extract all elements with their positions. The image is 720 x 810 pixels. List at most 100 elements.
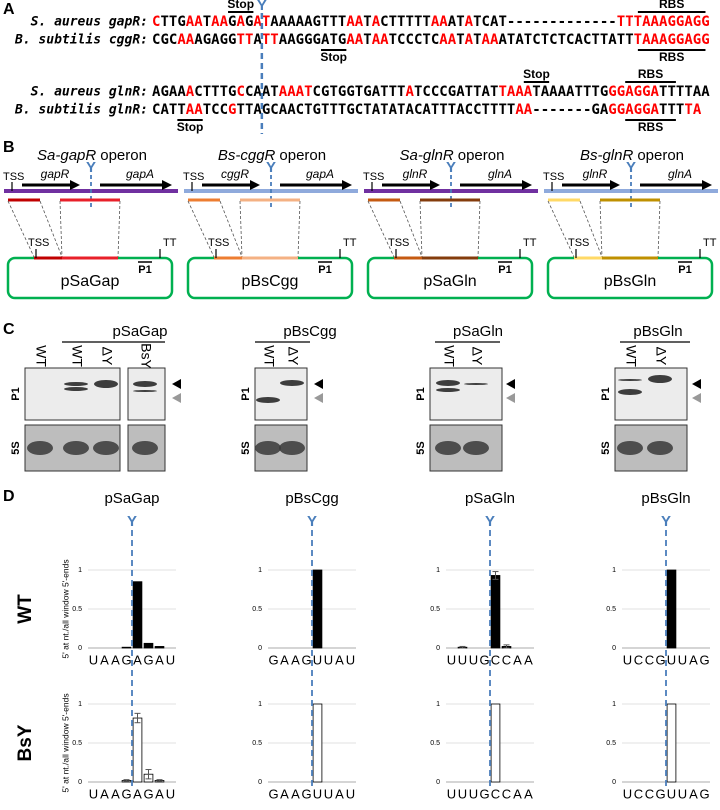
x-tick-label: G xyxy=(655,786,665,801)
sequence-segment: T xyxy=(473,32,481,48)
panel-label: D xyxy=(3,488,15,505)
probe-label: 5S xyxy=(240,441,252,454)
annotation: Stop xyxy=(523,67,550,81)
sequence-segment: AT xyxy=(448,14,465,30)
gene-label: glnR xyxy=(403,167,428,181)
blot-p1 xyxy=(254,367,308,421)
tss-label: TSS xyxy=(3,171,24,183)
sequence-name: S. aureus gapR: xyxy=(31,15,148,30)
panel-label: C xyxy=(3,321,15,338)
cleavage-marker: Y xyxy=(86,159,96,176)
probe-label: P1 xyxy=(498,264,511,276)
probe-label: P1 xyxy=(138,264,151,276)
panel-label: A xyxy=(3,1,15,18)
sequence-segment: A xyxy=(186,84,195,100)
operon-title-italic: Sa-glnR xyxy=(400,147,454,164)
bar xyxy=(154,646,165,649)
operon-title-italic: Bs-glnR xyxy=(580,147,634,164)
cleavage-marker: Y xyxy=(127,513,137,530)
blot-p1 xyxy=(429,367,503,421)
sequence-name: B. subtilis cggR: xyxy=(14,33,148,48)
probe-label: 5S xyxy=(415,441,427,454)
x-tick-label: U xyxy=(667,652,676,667)
blot-p1 xyxy=(127,367,166,421)
lane-label: ΔY xyxy=(469,347,485,366)
projection xyxy=(547,200,575,258)
gene-label: cggR xyxy=(221,167,249,181)
sequence-name: B. subtilis glnR: xyxy=(14,103,148,118)
sequence-segment: TCAT xyxy=(473,14,507,30)
sequence-segment: A xyxy=(237,14,246,30)
operon-title-italic: Bs-cggR xyxy=(218,147,276,164)
lane-label: ΔY xyxy=(99,347,115,366)
annotation: RBS xyxy=(638,120,663,134)
bar xyxy=(143,642,154,649)
x-tick-label: G xyxy=(143,652,153,667)
x-tick-label: C xyxy=(491,652,500,667)
x-tick-label: G xyxy=(479,652,489,667)
lane-label: ΔY xyxy=(285,347,301,366)
x-tick-label: U xyxy=(324,786,333,801)
sequence-segment: TTTTAA xyxy=(659,84,710,100)
band-5s xyxy=(435,441,461,455)
x-tick-label: A xyxy=(280,652,289,667)
projection xyxy=(117,200,121,258)
bar xyxy=(121,646,132,649)
operon-title-rest: operon xyxy=(100,147,147,164)
chart-title: pBsGln xyxy=(641,490,690,507)
sequence-segment: CTTTG xyxy=(194,84,236,100)
x-tick-label: C xyxy=(502,652,511,667)
x-tick-label: U xyxy=(678,652,687,667)
sequence-segment: CGTGGTGATTT xyxy=(313,84,406,100)
probe-label: P1 xyxy=(415,387,427,400)
band-p1 xyxy=(94,380,118,388)
x-tick-label: G xyxy=(268,652,278,667)
annotation: RBS xyxy=(659,0,684,11)
y-tick-label: 1 xyxy=(258,567,262,574)
probe-label: 5S xyxy=(600,441,612,454)
operon-title: Bs-glnR operon xyxy=(580,147,684,164)
gene-label: gapA xyxy=(126,167,154,181)
projection xyxy=(187,200,215,258)
sequence-segment: AA xyxy=(211,14,228,30)
x-tick-label: C xyxy=(645,786,654,801)
band-5s xyxy=(279,441,305,455)
gene-label: gapR xyxy=(41,167,70,181)
probe-label: 5S xyxy=(10,441,22,454)
sequence-segment: TAAAGGAGG xyxy=(634,32,710,48)
x-tick-label: A xyxy=(513,786,522,801)
x-tick-label: A xyxy=(291,652,300,667)
sequence-segment: G xyxy=(228,14,236,30)
row-label: BsY xyxy=(15,724,36,761)
y-tick-label: 0.5 xyxy=(72,740,82,747)
projection xyxy=(239,200,243,258)
sequence-segment: ------------- xyxy=(507,14,617,30)
x-tick-label: A xyxy=(100,786,109,801)
tt-label: TT xyxy=(523,237,537,249)
x-tick-label: G xyxy=(301,652,311,667)
sequence-segment: CGC xyxy=(152,32,177,48)
sequence-segment: T xyxy=(363,14,371,30)
sequence-segment: TCCCTC xyxy=(389,32,440,48)
sequence-name: S. aureus glnR: xyxy=(31,85,148,100)
sequence-segment: CTTTTT xyxy=(380,14,431,30)
band-p1 xyxy=(618,379,642,381)
sequence-segment: A xyxy=(253,32,262,48)
x-tick-label: A xyxy=(155,652,164,667)
band-5s xyxy=(617,441,643,455)
arrowhead xyxy=(692,379,701,389)
operon-title-rest: operon xyxy=(279,147,326,164)
operon-title: Sa-glnR operon xyxy=(400,147,505,164)
arrowhead xyxy=(506,379,515,389)
sequence-segment: TCC xyxy=(203,102,228,118)
y-axis-label: 5' at nt./all window 5'-ends xyxy=(60,693,70,792)
sequence-segment: AGAA xyxy=(152,84,186,100)
tt-label: TT xyxy=(703,237,717,249)
projection xyxy=(367,200,395,258)
y-tick-label: 0 xyxy=(78,779,82,786)
x-tick-label: A xyxy=(111,786,120,801)
x-tick-label: U xyxy=(313,786,322,801)
probe-label: P1 xyxy=(240,387,252,400)
arrowhead xyxy=(692,393,701,403)
y-tick-label: 0.5 xyxy=(606,740,616,747)
